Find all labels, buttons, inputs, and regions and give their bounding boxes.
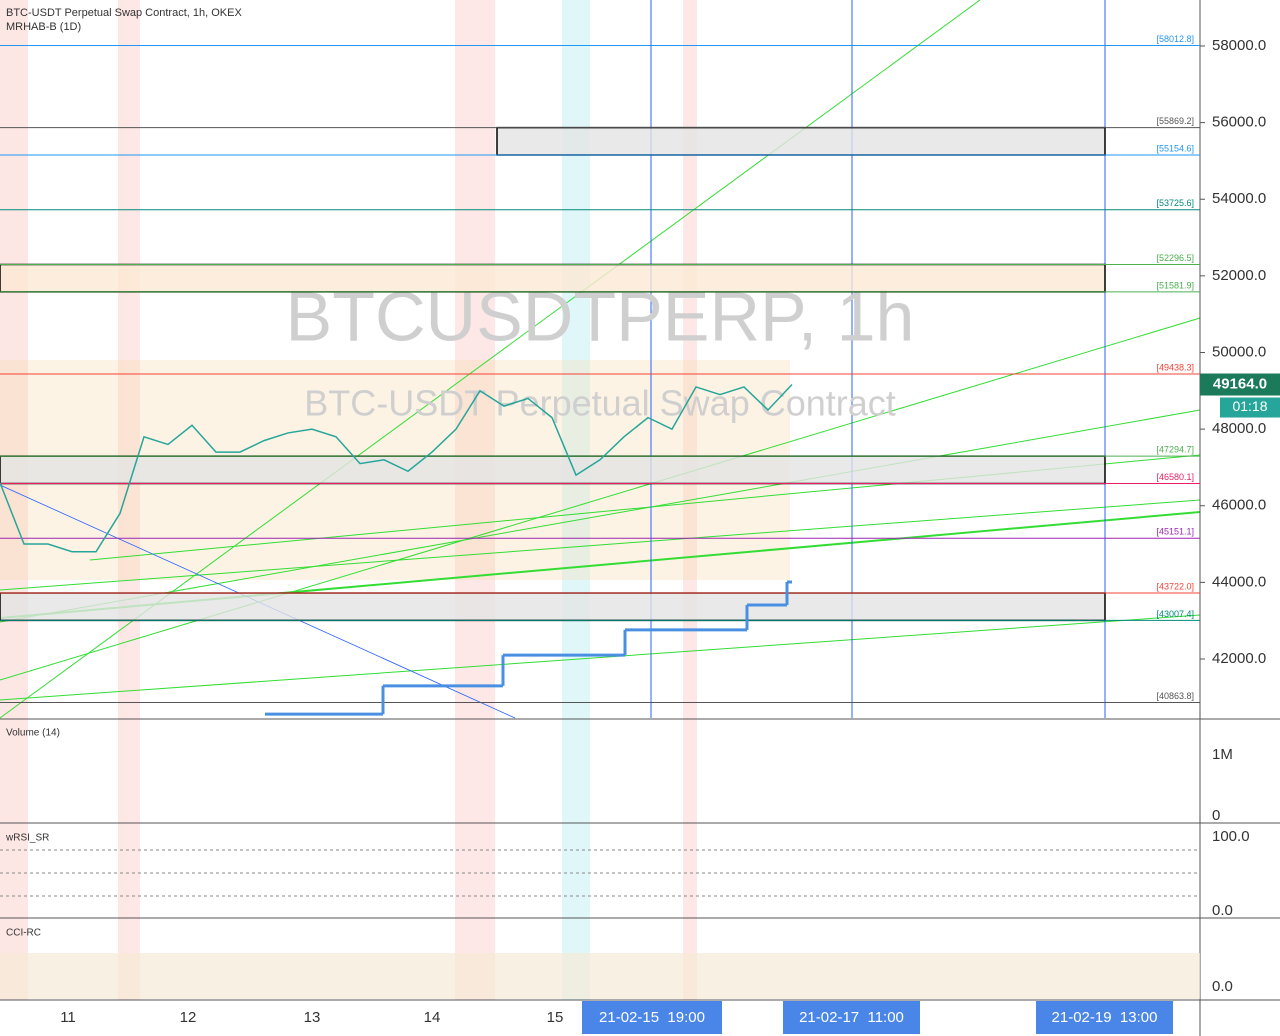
price-line — [0, 384, 793, 553]
level-label: [55869.2] — [1156, 116, 1194, 126]
x-marker-box — [1036, 1001, 1173, 1034]
volume-tick: 1M — [1212, 746, 1233, 763]
zone-box — [0, 592, 1106, 622]
y-tick-label: 54000.0 — [1212, 190, 1266, 207]
level-label: [40863.8] — [1156, 691, 1194, 701]
volume-tick: 0 — [1212, 807, 1220, 824]
level-label: [49438.3] — [1156, 362, 1194, 372]
y-tick-label: 56000.0 — [1212, 114, 1266, 131]
cci-band — [0, 953, 1200, 999]
x-marker-label: 21-02-15 19:00 — [599, 1009, 705, 1026]
trend-line — [0, 499, 1201, 591]
level-label: [43007.4] — [1156, 609, 1194, 619]
x-tick-label: 11 — [60, 1009, 76, 1026]
session-bands — [0, 0, 697, 1000]
x-tick-label: 13 — [304, 1009, 321, 1026]
watermark-description: BTC-USDT Perpetual Swap Contract — [304, 383, 896, 424]
rsi-tick: 100.0 — [1212, 828, 1250, 845]
level-label: [43722.0] — [1156, 581, 1194, 591]
level-label: [55154.6] — [1156, 143, 1194, 153]
indicator-title: MRHAB-B (1D) — [6, 21, 81, 33]
countdown-box — [1220, 397, 1280, 418]
level-label: [58012.8] — [1156, 34, 1194, 44]
level-label: [51581.9] — [1156, 280, 1194, 290]
symbol-title: BTC-USDT Perpetual Swap Contract, 1h, OK… — [6, 7, 242, 19]
zone-box — [496, 126, 1106, 156]
rsi-title: wRSI_SR — [5, 833, 49, 844]
y-tick-label: 42000.0 — [1212, 650, 1266, 667]
band — [562, 0, 590, 1000]
rsi-tick: 0.0 — [1212, 902, 1233, 919]
countdown-label: 01:18 — [1232, 398, 1267, 414]
last-price-box — [1200, 373, 1280, 396]
x-marker-label: 21-02-19 13:00 — [1052, 1009, 1158, 1026]
y-tick-label: 58000.0 — [1212, 37, 1266, 54]
band — [455, 0, 495, 1000]
level-label: [53725.6] — [1156, 198, 1194, 208]
last-price-label: 49164.0 — [1213, 375, 1267, 392]
level-label: [46580.1] — [1156, 472, 1194, 482]
cci-tick: 0.0 — [1212, 978, 1233, 995]
volume-title: Volume (14) — [6, 728, 60, 739]
trend-line — [0, 614, 1201, 701]
x-tick-label: 15 — [547, 1009, 564, 1026]
y-tick-label: 52000.0 — [1212, 267, 1266, 284]
band — [0, 0, 28, 1000]
level-label: [47294.7] — [1156, 445, 1194, 455]
x-tick-label: 14 — [424, 1009, 441, 1026]
y-tick-label: 50000.0 — [1212, 343, 1266, 360]
x-axis: 11 12 13 14 15 21-02-15 19:00 21-02-17 11:00 21… — [60, 1001, 1173, 1034]
x-tick-label: 12 — [180, 1009, 197, 1026]
trend-line — [0, 409, 1201, 623]
y-tick-label: 46000.0 — [1212, 497, 1266, 514]
y-tick-label: 48000.0 — [1212, 420, 1266, 437]
x-marker-box — [582, 1001, 722, 1034]
x-marker-box — [783, 1001, 920, 1034]
cci-title: CCI-RC — [6, 928, 41, 939]
zone-box — [0, 455, 1106, 485]
level-label: [52296.5] — [1156, 253, 1194, 263]
band — [118, 0, 140, 1000]
rsi-levels — [0, 849, 1200, 897]
zone-box — [0, 263, 1106, 293]
y-tick-label: 44000.0 — [1212, 573, 1266, 590]
x-marker-label: 21-02-17 11:00 — [799, 1009, 904, 1026]
level-label: [45151.1] — [1156, 527, 1194, 537]
